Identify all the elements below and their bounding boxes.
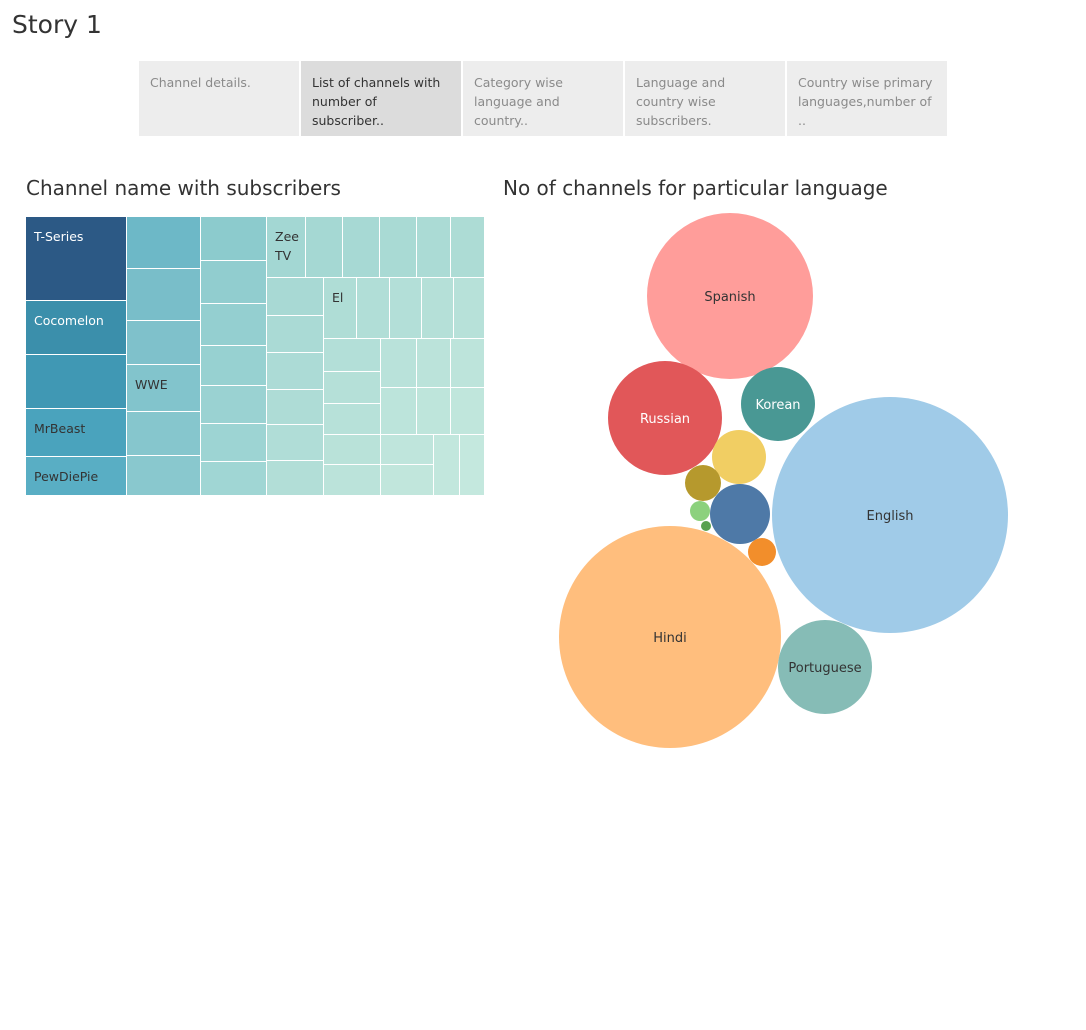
bubble[interactable] bbox=[685, 465, 721, 501]
treemap-cell[interactable] bbox=[417, 339, 451, 388]
treemap-cell[interactable] bbox=[127, 217, 201, 269]
bubble-spanish[interactable] bbox=[647, 213, 813, 379]
treemap-label: T-Series bbox=[34, 229, 84, 244]
bubble[interactable] bbox=[701, 521, 711, 531]
treemap-label: MrBeast bbox=[34, 421, 86, 436]
channel-subscribers-treemap: T-Series Cocomelon MrBeast PewDiePie WWE Zee … bbox=[26, 217, 485, 496]
treemap-cell[interactable] bbox=[324, 435, 381, 465]
story-point-language-country-subscribers[interactable]: Language and country wise subscribers. bbox=[625, 61, 785, 136]
treemap-label: WWE bbox=[135, 377, 168, 392]
treemap-cell[interactable] bbox=[267, 425, 324, 461]
treemap-cell[interactable] bbox=[267, 278, 324, 316]
bubble-portuguese[interactable] bbox=[778, 620, 872, 714]
bubble-korean[interactable] bbox=[741, 367, 815, 441]
story-point-category-language-country[interactable]: Category wise language and country.. bbox=[463, 61, 623, 136]
treemap-cell[interactable] bbox=[454, 278, 485, 339]
treemap-label: El bbox=[332, 290, 344, 305]
bubble[interactable] bbox=[710, 484, 770, 544]
treemap-cell[interactable] bbox=[381, 388, 417, 435]
treemap-cell[interactable] bbox=[201, 386, 267, 424]
treemap-cell[interactable] bbox=[434, 435, 460, 496]
treemap-cell[interactable] bbox=[127, 456, 201, 496]
treemap-cell[interactable] bbox=[381, 465, 434, 496]
story-point-channel-details[interactable]: Channel details. bbox=[139, 61, 299, 136]
story-title: Story 1 bbox=[12, 10, 102, 39]
treemap-title: Channel name with subscribers bbox=[26, 176, 341, 200]
treemap-cell[interactable] bbox=[381, 435, 434, 465]
treemap-cell-t-series[interactable]: T-Series bbox=[26, 217, 127, 301]
treemap-label: PewDiePie bbox=[34, 469, 99, 484]
treemap-cell[interactable] bbox=[460, 435, 485, 496]
bubble[interactable] bbox=[690, 501, 710, 521]
treemap-cell[interactable] bbox=[343, 217, 380, 278]
treemap-cell[interactable] bbox=[267, 353, 324, 390]
treemap-cell[interactable] bbox=[417, 217, 451, 278]
treemap-cell[interactable] bbox=[451, 217, 485, 278]
treemap-cell-mrbeast[interactable]: MrBeast bbox=[26, 409, 127, 457]
treemap-cell[interactable] bbox=[267, 461, 324, 496]
treemap-cell[interactable] bbox=[451, 339, 485, 388]
treemap-label: Zee TV bbox=[275, 229, 299, 263]
bubble-russian[interactable] bbox=[608, 361, 722, 475]
bubble[interactable] bbox=[748, 538, 776, 566]
treemap-cell[interactable] bbox=[306, 217, 343, 278]
treemap-cell[interactable] bbox=[417, 388, 451, 435]
treemap-cell[interactable] bbox=[201, 424, 267, 462]
treemap-cell-el[interactable]: El bbox=[324, 278, 357, 339]
treemap-cell[interactable] bbox=[201, 217, 267, 261]
treemap-cell[interactable] bbox=[26, 355, 127, 409]
bubble-hindi[interactable] bbox=[559, 526, 781, 748]
treemap-cell[interactable] bbox=[201, 346, 267, 386]
story-navigator: Channel details. List of channels with n… bbox=[139, 61, 950, 136]
treemap-cell[interactable] bbox=[324, 339, 381, 372]
bubble-english[interactable] bbox=[772, 397, 1008, 633]
treemap-cell-cocomelon[interactable]: Cocomelon bbox=[26, 301, 127, 355]
story-point-country-primary-languages[interactable]: Country wise primary languages,number of… bbox=[787, 61, 947, 136]
treemap-cell[interactable] bbox=[267, 390, 324, 425]
treemap-cell[interactable] bbox=[422, 278, 454, 339]
bubble[interactable] bbox=[712, 430, 766, 484]
treemap-cell[interactable] bbox=[380, 217, 417, 278]
bubble-chart-title: No of channels for particular language bbox=[503, 176, 888, 200]
treemap-cell[interactable] bbox=[201, 304, 267, 346]
treemap-cell-pewdiepie[interactable]: PewDiePie bbox=[26, 457, 127, 496]
treemap-cell-wwe[interactable]: WWE bbox=[127, 365, 201, 412]
treemap-label: Cocomelon bbox=[34, 313, 104, 328]
treemap-cell[interactable] bbox=[324, 372, 381, 404]
treemap-cell[interactable] bbox=[127, 321, 201, 365]
treemap-cell-zee-tv[interactable]: Zee TV bbox=[267, 217, 306, 278]
treemap-cell[interactable] bbox=[324, 404, 381, 435]
treemap-cell[interactable] bbox=[390, 278, 422, 339]
story-point-channel-subscribers[interactable]: List of channels with number of subscrib… bbox=[301, 61, 461, 136]
treemap-cell[interactable] bbox=[127, 412, 201, 456]
treemap-cell[interactable] bbox=[127, 269, 201, 321]
treemap-cell[interactable] bbox=[201, 261, 267, 304]
treemap-cell[interactable] bbox=[201, 462, 267, 496]
treemap-cell[interactable] bbox=[357, 278, 390, 339]
treemap-cell[interactable] bbox=[451, 388, 485, 435]
treemap-cell[interactable] bbox=[267, 316, 324, 353]
treemap-cell[interactable] bbox=[324, 465, 381, 496]
treemap-cell[interactable] bbox=[381, 339, 417, 388]
